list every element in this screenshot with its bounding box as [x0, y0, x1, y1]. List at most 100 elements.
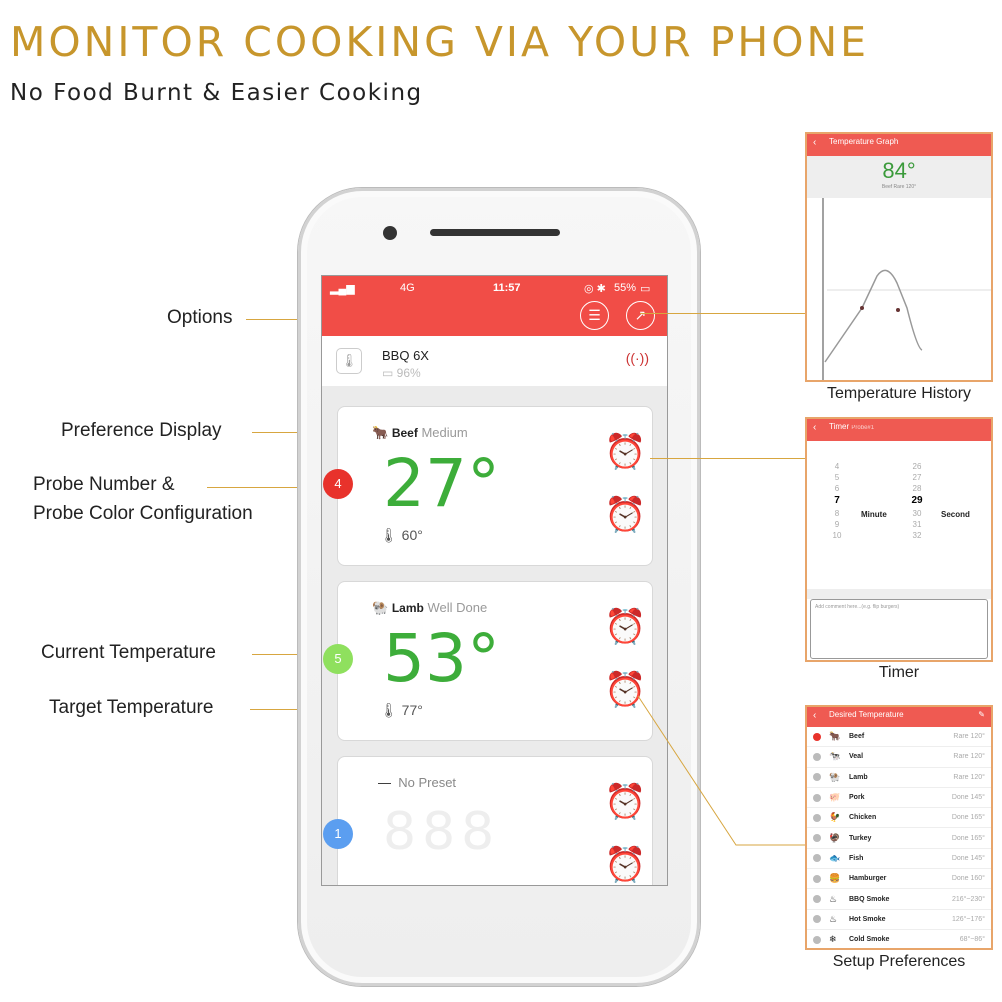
doneness: Well Done [427, 600, 488, 615]
preference-item[interactable]: ♨ Hot Smoke 126°~176° [807, 910, 991, 930]
food-temperature: Done 165° [951, 814, 985, 822]
preference-item[interactable]: 🐂 Beef Rare 120° [807, 727, 991, 748]
food-name: Cold Smoke [849, 936, 890, 944]
probe-card[interactable]: 🐏 Lamb Well Done 5 53° 🌡 77° ⏰ ⏰ [323, 581, 653, 741]
food-name: Hamburger [849, 875, 887, 883]
food-icon: 🐄 [829, 751, 841, 762]
food-temperature: 216°~230° [951, 895, 985, 903]
dash: — [378, 775, 391, 790]
meat-type: Lamb [391, 601, 424, 615]
probe-number-badge[interactable]: 5 [323, 644, 353, 674]
preference-item[interactable]: 🍔 Hamburger Done 160° [807, 869, 991, 890]
food-temperature: Rare 120° [953, 733, 985, 741]
thermometer-icon: 🌡 [336, 348, 362, 374]
target-temperature: 77° [401, 702, 423, 718]
probe-card[interactable]: — No Preset 1 888 ⏰ ⏰ [323, 756, 653, 885]
minute-picker[interactable]: 4 5 6 7 8 9 10 [827, 461, 847, 541]
food-icon: ♨ [829, 913, 838, 924]
timer-alarm-icon[interactable]: ⏰ [604, 433, 647, 471]
device-row[interactable]: 🌡 BBQ 6X ▭ 96% ((·)) [322, 336, 667, 386]
probe-card[interactable]: 🐂 Beef Medium 4 27° 🌡 60° ⏰ ⏰ [323, 406, 653, 566]
preference-display: 🐂 Beef Medium [372, 425, 468, 441]
divider [807, 589, 991, 599]
preference-display: — No Preset [378, 775, 456, 790]
callout-probe-color: Probe Color Configuration [33, 503, 253, 524]
edit-icon[interactable]: ✎ [978, 710, 985, 719]
callout-current-temp: Current Temperature [41, 642, 216, 663]
preference-item[interactable]: 🐓 Chicken Done 165° [807, 808, 991, 829]
radio-button[interactable] [813, 773, 821, 782]
comment-input[interactable]: Add comment here...(e.g. flip burgers) [810, 599, 988, 659]
radio-button[interactable] [813, 732, 821, 741]
picker-value: 4 [834, 462, 840, 471]
food-icon: 🦃 [829, 832, 841, 843]
graph-temp: 84° [882, 158, 916, 183]
setup-preferences-label: Setup Preferences [832, 953, 966, 970]
battery-icon: ▭ [382, 366, 397, 380]
preference-item[interactable]: ♨ BBQ Smoke 216°~230° [807, 889, 991, 910]
food-name: Beef [849, 733, 865, 741]
food-name: BBQ Smoke [849, 895, 890, 903]
thermometer-icon: 🌡 [380, 527, 402, 543]
temperature-alarm-icon[interactable]: ⏰ [604, 496, 647, 534]
food-icon: 🐓 [829, 812, 841, 823]
timer-panel: ‹ Timer Probe#1 4 5 6 7 8 9 10 Minute 26 27 28 … [805, 417, 993, 662]
timer-label: Timer [878, 664, 920, 681]
device-battery-row: ▭ 96% [382, 366, 421, 380]
radio-button[interactable] [813, 813, 821, 822]
radio-button[interactable] [813, 935, 821, 944]
preference-item[interactable]: 🐖 Pork Done 145° [807, 788, 991, 809]
timer-alarm-icon[interactable]: ⏰ [604, 783, 647, 821]
second-picker[interactable]: 26 27 28 29 30 31 32 [907, 461, 927, 541]
options-list-button[interactable]: ☰ [580, 301, 609, 330]
picker-value: 31 [912, 520, 922, 529]
preference-display: 🐏 Lamb Well Done [372, 600, 487, 616]
picker-value: 5 [834, 473, 840, 482]
radio-button[interactable] [813, 793, 821, 802]
subheadline: No Food Burnt & Easier Cooking [10, 80, 423, 106]
timer-alarm-icon[interactable]: ⏰ [604, 608, 647, 646]
radio-button[interactable] [813, 874, 821, 883]
picker-value: 27 [912, 473, 922, 482]
preference-item[interactable]: ❄ Cold Smoke 68°~86° [807, 930, 991, 948]
panel-title: Timer [829, 422, 850, 431]
food-name: Fish [849, 854, 864, 862]
temperature-graph-button[interactable]: ↗ [626, 301, 655, 330]
second-label: Second [941, 510, 970, 519]
temperature-alarm-icon[interactable]: ⏰ [604, 846, 647, 884]
preference-list: 🐂 Beef Rare 120° 🐄 Veal Rare 120° 🐏 Lamb Rare 12… [807, 727, 991, 948]
temperature-alarm-icon[interactable]: ⏰ [604, 671, 647, 709]
food-name: Pork [849, 794, 865, 802]
panel-header: ‹ Temperature Graph [807, 134, 991, 156]
wireless-signal-icon: ((·)) [625, 350, 649, 366]
food-temperature: Done 160° [951, 875, 985, 883]
temperature-curve [822, 198, 991, 380]
radio-button[interactable] [813, 895, 821, 904]
food-icon: ♨ [829, 893, 838, 904]
connector-line [640, 313, 806, 314]
probe-number-badge[interactable]: 4 [323, 469, 353, 499]
callout-preference: Preference Display [61, 420, 222, 441]
food-name: Veal [849, 753, 864, 761]
meat-type: Beef [391, 426, 418, 440]
battery-icon: ▭ [640, 283, 651, 295]
preference-item[interactable]: 🐟 Fish Done 145° [807, 849, 991, 870]
back-icon[interactable]: ‹ [813, 137, 817, 148]
food-icon: ❄ [829, 934, 837, 945]
preference-item[interactable]: 🐏 Lamb Rare 120° [807, 768, 991, 788]
back-icon[interactable]: ‹ [813, 710, 817, 721]
probe-number-badge[interactable]: 1 [323, 819, 353, 849]
radio-button[interactable] [813, 915, 821, 924]
radio-button[interactable] [813, 834, 821, 843]
target-temperature-row: 🌡 60° [380, 527, 423, 544]
back-icon[interactable]: ‹ [813, 422, 817, 433]
signal-icon: ▂▄▆ [330, 283, 355, 295]
radio-button[interactable] [813, 854, 821, 863]
picker-value: 30 [912, 509, 922, 518]
bluetooth-icon: ◎ ✱ [584, 283, 606, 295]
preference-item[interactable]: 🐄 Veal Rare 120° [807, 747, 991, 768]
empty-temperature-display: 888 [383, 802, 501, 862]
preference-item[interactable]: 🦃 Turkey Done 165° [807, 828, 991, 849]
radio-button[interactable] [813, 752, 821, 761]
panel-subtitle: Probe#1 [851, 425, 875, 431]
